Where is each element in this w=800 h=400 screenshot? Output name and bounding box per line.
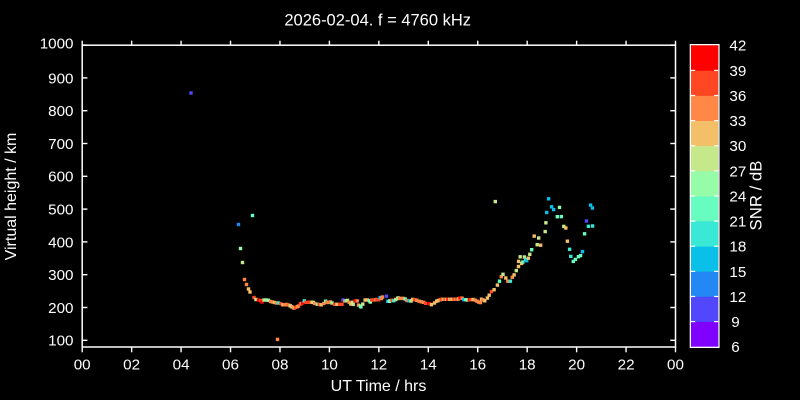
svg-text:21: 21 [729,214,746,231]
svg-text:Virtual height / km: Virtual height / km [3,133,20,261]
svg-text:04: 04 [173,356,190,373]
svg-text:500: 500 [48,202,73,219]
svg-text:08: 08 [272,356,289,373]
svg-text:18: 18 [519,356,536,373]
svg-text:900: 900 [48,70,73,87]
svg-text:9: 9 [731,314,739,331]
svg-text:UT Time / hrs: UT Time / hrs [331,378,427,395]
svg-text:15: 15 [729,264,746,281]
svg-text:33: 33 [729,113,746,130]
svg-text:30: 30 [729,138,746,155]
svg-text:36: 36 [729,88,746,105]
svg-text:400: 400 [48,234,73,251]
svg-text:1000: 1000 [40,35,74,52]
svg-text:00: 00 [74,356,91,373]
svg-text:12: 12 [370,356,387,373]
svg-text:200: 200 [48,300,73,317]
svg-text:16: 16 [469,356,486,373]
svg-text:22: 22 [618,356,635,373]
svg-text:12: 12 [729,289,746,306]
svg-text:300: 300 [48,267,73,284]
svg-text:2026-02-04. f = 4760 kHz: 2026-02-04. f = 4760 kHz [284,12,471,30]
svg-text:700: 700 [48,136,73,153]
svg-text:6: 6 [731,339,739,356]
svg-text:800: 800 [48,103,73,120]
svg-text:20: 20 [568,356,585,373]
svg-text:100: 100 [48,333,73,350]
svg-text:27: 27 [729,163,746,180]
svg-text:SNR / dB: SNR / dB [747,161,766,231]
svg-text:39: 39 [729,63,746,80]
svg-text:02: 02 [123,356,140,373]
svg-text:00: 00 [667,356,684,373]
svg-text:42: 42 [729,38,746,55]
svg-text:18: 18 [729,239,746,256]
svg-text:10: 10 [321,356,338,373]
svg-text:14: 14 [420,356,437,373]
svg-text:06: 06 [222,356,239,373]
svg-text:24: 24 [729,188,746,205]
svg-text:600: 600 [48,169,73,186]
